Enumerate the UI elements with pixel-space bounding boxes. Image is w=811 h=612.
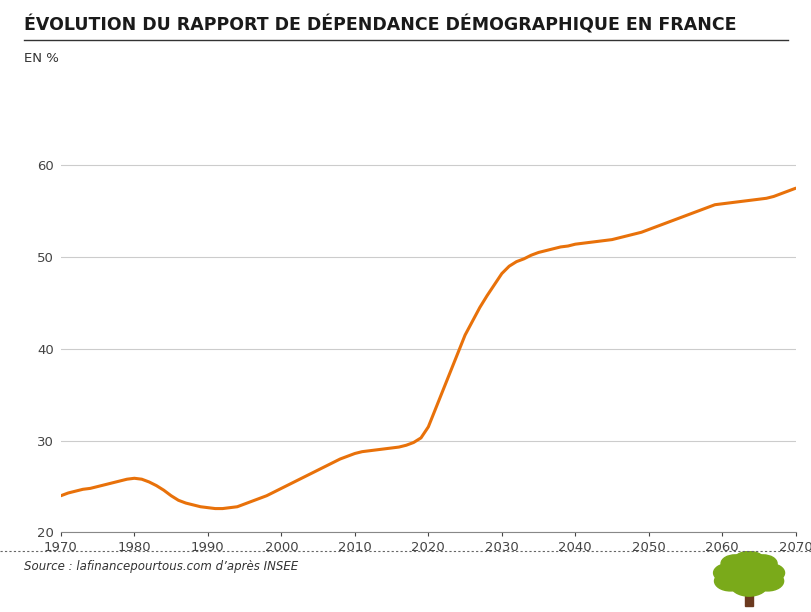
- Text: ÉVOLUTION DU RAPPORT DE DÉPENDANCE DÉMOGRAPHIQUE EN FRANCE: ÉVOLUTION DU RAPPORT DE DÉPENDANCE DÉMOG…: [24, 15, 736, 34]
- Circle shape: [749, 555, 776, 572]
- Circle shape: [713, 564, 743, 582]
- Text: Source : lafinancepourtous.com d’après INSEE: Source : lafinancepourtous.com d’après I…: [24, 560, 298, 573]
- Circle shape: [714, 571, 745, 591]
- Circle shape: [730, 573, 767, 596]
- Circle shape: [720, 555, 748, 572]
- Text: EN %: EN %: [24, 52, 59, 65]
- Circle shape: [753, 564, 783, 582]
- Bar: [744, 589, 752, 606]
- Circle shape: [732, 551, 764, 571]
- Circle shape: [751, 571, 783, 591]
- Circle shape: [730, 559, 767, 583]
